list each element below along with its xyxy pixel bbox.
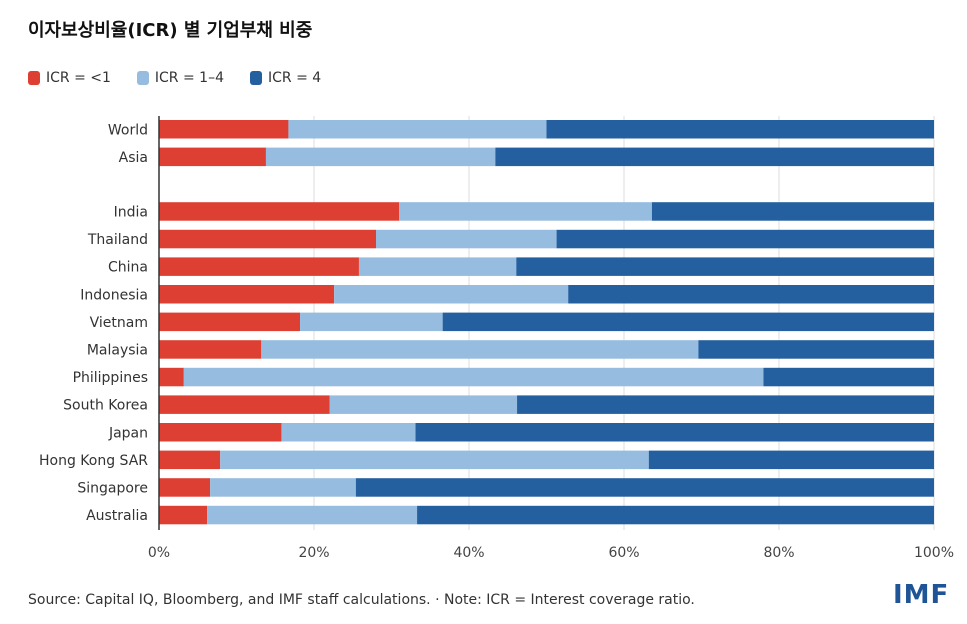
legend-item-icr-1-4: ICR = 1–4 [136,70,224,86]
bar-segment [159,147,266,167]
bar-segment [698,340,934,359]
bar-segment [159,367,184,387]
bar-segment [763,367,934,387]
bar-segment [159,505,208,525]
category-label: Vietnam [90,315,148,331]
bar-segment [568,285,934,304]
bar-segment [516,257,934,276]
bar-segment [495,147,934,167]
legend-swatch-light-blue [136,71,149,85]
x-tick-label: 0% [148,545,170,561]
bar-segment [281,423,416,442]
bar-segment [329,395,518,414]
category-label: Singapore [77,480,148,496]
bar-segment [300,312,443,332]
bar-segment [556,229,934,249]
bar-segment [159,312,301,332]
category-label: Thailand [87,232,148,248]
legend-item-icr-4: ICR = 4 [249,70,322,86]
bar-segment [399,202,652,221]
category-label: Australia [86,508,148,524]
x-tick-label: 100% [914,545,954,561]
bar-segment [355,478,935,497]
category-label: Indonesia [80,287,148,303]
bar-segment [159,450,221,470]
bar-segment [517,395,934,414]
legend-label: ICR = 4 [267,70,322,86]
chart-title: 이자보상비율(ICR) 별 기업부채 비중 [28,20,313,41]
bar-segment [220,450,649,470]
bar-segment [159,257,359,276]
bar-segment [376,229,557,249]
bar-segment [159,478,211,497]
bar-segment [261,340,699,359]
x-tick-label: 60% [608,545,639,561]
category-label: Japan [108,425,148,441]
bar-segment [183,367,764,387]
bar-segment [159,423,282,442]
category-label: World [108,122,148,138]
bar-segment [415,423,934,442]
category-label: Hong Kong SAR [39,453,148,469]
stacked-bar-chart: 0% 20% 40% 60% 80% 100% World Asia India Thailand… [39,116,954,561]
bar-segment [358,257,517,276]
category-label: South Korea [63,398,148,414]
bar-segment [159,395,330,414]
legend: ICR = <1 ICR = 1–4 ICR = 4 [28,70,321,86]
legend-item-icr-below-1: ICR = <1 [28,70,111,86]
bar-segment [265,147,496,167]
bar-segment [210,478,356,497]
legend-label: ICR = 1–4 [154,70,224,86]
category-label: China [108,260,148,276]
bar-segment [159,229,376,249]
bar-segment [159,340,262,359]
legend-swatch-dark-blue [249,71,262,85]
category-label: Asia [119,150,148,166]
x-tick-label: 20% [298,545,329,561]
bar-segment [288,120,547,139]
legend-label: ICR = <1 [46,70,111,86]
x-tick-label: 40% [453,545,484,561]
bar-segment [417,505,934,525]
bar-segment [159,202,400,221]
bar-segment [334,285,569,304]
source-note: Source: Capital IQ, Bloomberg, and IMF s… [28,592,695,608]
bar-segment [648,450,934,470]
bar-segment [651,202,934,221]
category-label: India [114,204,148,220]
category-label: Malaysia [87,342,148,358]
bar-segment [159,120,289,139]
bar-segment [546,120,934,139]
bar-segment [159,285,335,304]
x-tick-label: 80% [763,545,794,561]
legend-swatch-red [28,71,40,85]
bar-segment [207,505,418,525]
bar-segment [442,312,934,332]
category-label: Philippines [73,370,148,386]
imf-logo: IMF [893,580,950,610]
